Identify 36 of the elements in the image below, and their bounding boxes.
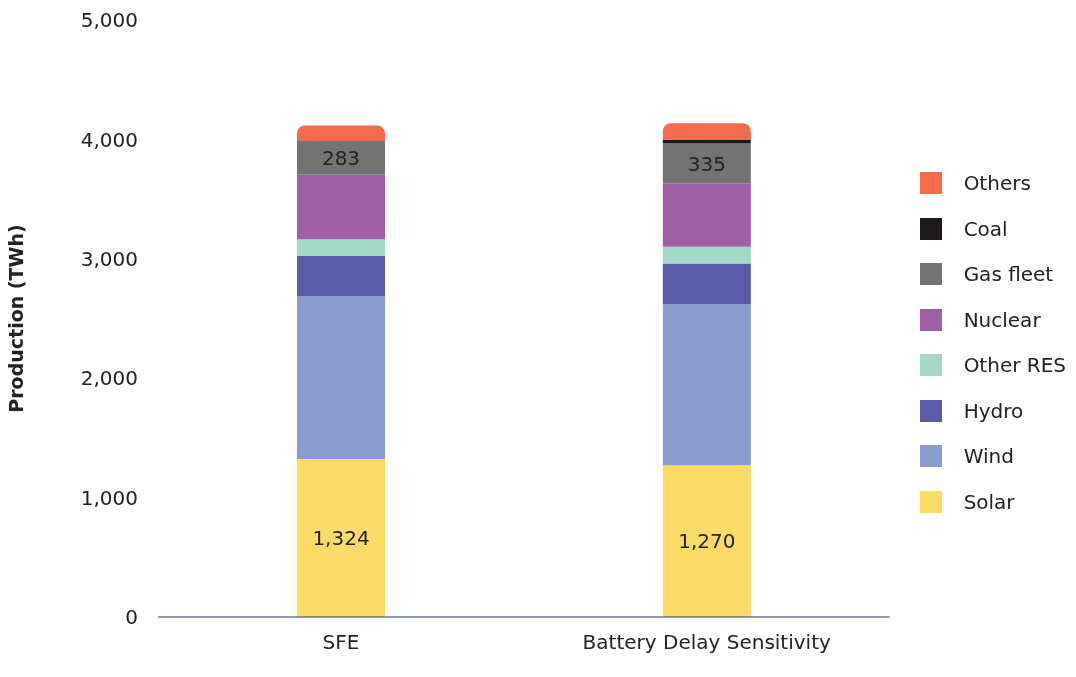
bar (662, 140, 751, 144)
bar (297, 458, 386, 617)
bar (662, 465, 751, 617)
bar (662, 263, 751, 305)
bar (662, 246, 751, 264)
legend-label: Solar (963, 489, 1015, 514)
bar (662, 123, 751, 140)
bar (662, 183, 751, 247)
legend-label: Coal (963, 216, 1008, 241)
y-tick-label: 2,000 (80, 366, 138, 391)
legend-label: Hydro (963, 398, 1024, 423)
x-tick-label: Battery Delay Sensitivity (582, 630, 831, 655)
y-tick-label: 5,000 (80, 8, 138, 33)
y-tick-label: 4,000 (80, 127, 138, 152)
y-tick-label: 0 (125, 605, 138, 630)
y-axis-title: Production (TWh) (4, 224, 27, 413)
data-label: 283 (321, 145, 361, 170)
y-tick-label: 1,000 (80, 485, 138, 510)
x-tick-label: SFE (322, 630, 360, 655)
bar (297, 296, 386, 459)
legend-label: Nuclear (963, 307, 1041, 332)
bar (297, 125, 386, 141)
y-tick-label: 3,000 (80, 246, 138, 271)
data-label: 1,270 (678, 529, 736, 554)
bar (662, 143, 751, 184)
bar (297, 140, 386, 175)
data-label: 335 (687, 151, 726, 176)
bar (297, 255, 386, 297)
bar (297, 174, 386, 240)
bar (297, 239, 386, 256)
legend-label: Others (963, 171, 1031, 196)
legend-label: Gas fleet (963, 262, 1054, 287)
data-label: 1,324 (312, 525, 370, 550)
legend-label: Wind (963, 444, 1014, 469)
legend-label: Other RES (963, 353, 1066, 378)
bar (662, 304, 751, 466)
